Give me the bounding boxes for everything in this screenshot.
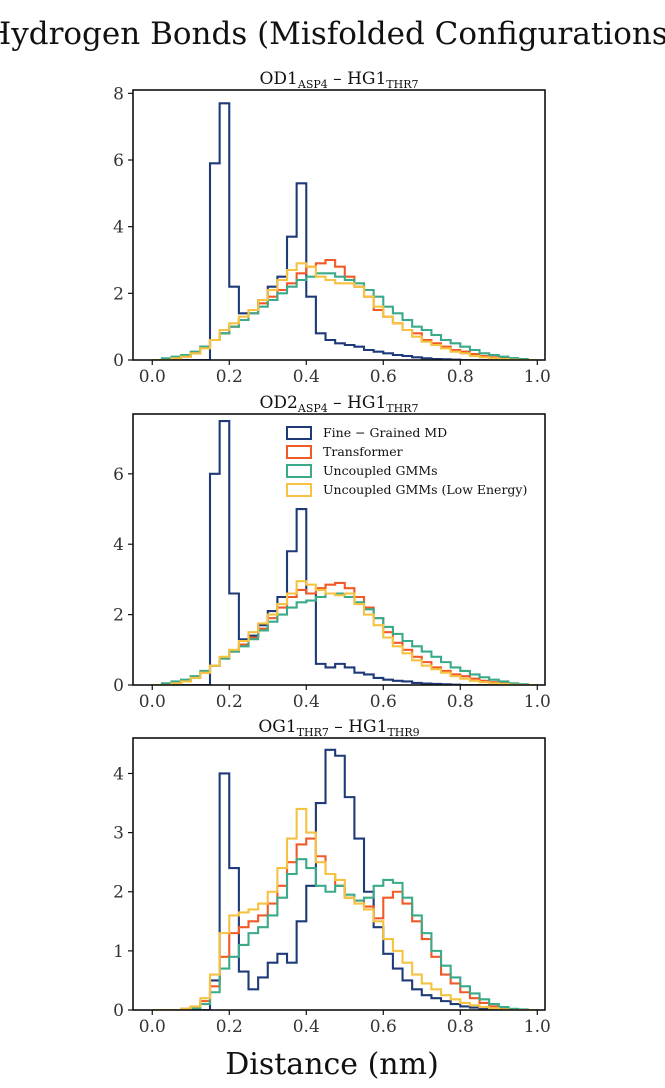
histogram-fine-grained-md bbox=[152, 748, 538, 1010]
histogram-series-group bbox=[152, 419, 538, 685]
legend-label: Uncoupled GMMs (Low Energy) bbox=[323, 482, 527, 497]
x-tick-label: 1.0 bbox=[524, 367, 551, 387]
plot-frame bbox=[132, 89, 546, 361]
panel-title-text: OG1 bbox=[258, 717, 296, 737]
panel-title-subscript: THR7 bbox=[386, 78, 418, 91]
panel-title-subscript: THR9 bbox=[387, 726, 419, 739]
histogram-uncoupled-gmms-low-energy bbox=[152, 580, 538, 685]
y-tick-label: 6 bbox=[113, 151, 124, 171]
y-tick-label: 0 bbox=[113, 676, 124, 696]
panel-title-text: – HG1 bbox=[328, 69, 387, 89]
x-tick-label: 0.6 bbox=[370, 692, 397, 712]
x-tick-label: 0.4 bbox=[293, 1017, 320, 1037]
y-tick-label: 0 bbox=[113, 351, 124, 371]
histogram-uncoupled-gmms-low-energy bbox=[152, 262, 538, 360]
x-tick-label: 0.8 bbox=[447, 1017, 474, 1037]
x-tick-label: 0.8 bbox=[447, 692, 474, 712]
legend-label: Uncoupled GMMs bbox=[323, 463, 438, 478]
panel-title-text: – HG1 bbox=[329, 717, 388, 737]
y-tick-label: 1 bbox=[113, 942, 124, 962]
panel-title: OG1THR7 – HG1THR9 bbox=[258, 717, 419, 739]
x-tick-label: 0.8 bbox=[447, 367, 474, 387]
x-tick-label: 0.2 bbox=[216, 1017, 243, 1037]
histogram-uncoupled-gmms-low-energy bbox=[152, 807, 538, 1010]
x-axis-label: Distance (nm) bbox=[225, 1047, 439, 1082]
y-tick-label: 2 bbox=[113, 883, 124, 903]
x-tick-label: 0.6 bbox=[370, 367, 397, 387]
chart-panel-3: OG1THR7 – HG1THR9 0.0 0.2 0.4 0.6 0.8 1.0 0 1 2 3 4 bbox=[113, 717, 551, 1037]
x-tick-label: 1.0 bbox=[524, 1017, 551, 1037]
panel-title-subscript: THR7 bbox=[386, 402, 418, 415]
histogram-fine-grained-md bbox=[152, 419, 538, 685]
x-tick-label: 0.0 bbox=[139, 1017, 166, 1037]
panel-title-text: OD1 bbox=[259, 69, 297, 89]
panel-title-subscript: ASP4 bbox=[297, 402, 328, 415]
panel-title-subscript: ASP4 bbox=[297, 78, 328, 91]
legend-label: Fine − Grained MD bbox=[323, 425, 447, 440]
y-tick-label: 0 bbox=[113, 1001, 124, 1021]
legend: Fine − Grained MD Transformer Uncoupled GM… bbox=[286, 425, 527, 497]
legend-swatch bbox=[286, 483, 312, 497]
y-tick-label: 2 bbox=[113, 606, 124, 626]
panel-title-text: – HG1 bbox=[328, 393, 387, 413]
x-tick-label: 0.4 bbox=[293, 692, 320, 712]
panel-title: OD1ASP4 – HG1THR7 bbox=[259, 69, 418, 91]
histogram-fine-grained-md bbox=[152, 102, 538, 360]
histogram-series-group bbox=[152, 748, 538, 1010]
legend-swatch bbox=[286, 445, 312, 459]
x-tick-label: 0.0 bbox=[139, 367, 166, 387]
chart-panel-2: OD2ASP4 – HG1THR7 0.0 0.2 0.4 0.6 0.8 1.0 0 2 4 6 F… bbox=[113, 393, 551, 712]
panel-title: OD2ASP4 – HG1THR7 bbox=[259, 393, 418, 415]
legend-label: Transformer bbox=[323, 444, 403, 459]
plot-frame bbox=[132, 737, 546, 1011]
y-tick-label: 3 bbox=[113, 824, 124, 844]
chart-panel-1: OD1ASP4 – HG1THR7 0.0 0.2 0.4 0.6 0.8 1.0 0 2 4 6 8 bbox=[113, 69, 551, 387]
x-tick-label: 0.4 bbox=[293, 367, 320, 387]
y-tick-label: 8 bbox=[113, 84, 124, 104]
x-tick-label: 0.0 bbox=[139, 692, 166, 712]
y-tick-label: 4 bbox=[113, 535, 124, 555]
panel-title-text: OD2 bbox=[259, 393, 297, 413]
plot-frame bbox=[132, 413, 546, 686]
histogram-uncoupled-gmms bbox=[152, 858, 538, 1010]
x-tick-label: 0.6 bbox=[370, 1017, 397, 1037]
x-tick-label: 0.2 bbox=[216, 692, 243, 712]
y-tick-label: 4 bbox=[113, 218, 124, 238]
legend-swatch bbox=[286, 426, 312, 440]
figure-title: Hydrogen Bonds (Misfolded Configurations… bbox=[0, 16, 665, 52]
y-tick-label: 2 bbox=[113, 284, 124, 304]
panel-title-subscript: THR7 bbox=[297, 726, 329, 739]
x-tick-label: 1.0 bbox=[524, 692, 551, 712]
legend-swatch bbox=[286, 464, 312, 478]
y-tick-label: 4 bbox=[113, 764, 124, 784]
histogram-series-group bbox=[152, 102, 538, 360]
x-tick-label: 0.2 bbox=[216, 367, 243, 387]
y-tick-label: 6 bbox=[113, 465, 124, 485]
